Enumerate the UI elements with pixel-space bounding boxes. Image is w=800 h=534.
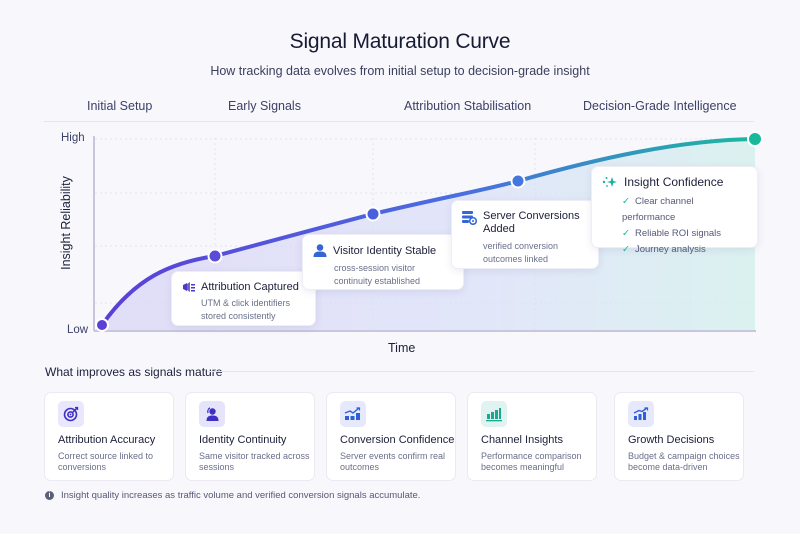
checklist-item: ✓ Journey analysis [622,244,706,255]
info-icon: i [45,491,54,500]
footnote-text: Insight quality increases as traffic vol… [61,490,421,501]
phase-initial-setup: Initial Setup [87,99,153,113]
megaphone-icon [183,282,195,292]
page-subtitle: How tracking data evolves from initial s… [210,64,590,78]
improvement-tiles: Attribution Accuracy Correct source link… [44,392,604,482]
tile-conversion-confidence: Conversion Confidence Server events conf… [326,392,456,481]
user-icon [313,244,327,257]
target-icon [63,406,79,422]
tile-title: Channel Insights [481,434,563,446]
curve-line [100,137,757,327]
tile-desc: Budget & campaign choices become data-dr… [628,451,740,472]
check-icon: ✓ [622,228,630,239]
tile-title: Attribution Accuracy [58,434,156,446]
check-icon: ✓ [622,196,630,207]
insight-checklist: ✓ Clear channel performance ✓ Reliable ROI… [602,194,747,258]
tile-identity-continuity: Identity Continuity Same visitor tracked… [185,392,315,481]
growth-chart-icon [633,407,649,420]
tile-channel-insights: Channel Insights Performance comparison … [467,392,597,481]
tile-desc: Same visitor tracked across sessions [199,451,310,472]
section-divider [207,371,754,372]
x-axis-title: Time [388,341,416,355]
milestone-card-insight-confidence: Insight Confidence ✓ Clear channel perfor… [591,166,758,255]
tile-desc: Server events confirm real outcomes [340,451,446,472]
phase-early-signals: Early Signals [228,99,301,113]
bar-chart-icon [486,408,502,422]
phase-divider [44,121,754,122]
tile-desc: Performance comparison becomes meaningfu… [481,451,582,472]
check-icon: ✓ [622,244,630,255]
phase-labels: Initial Setup Early Signals Attribution … [44,99,754,117]
milestone-desc: verified conversion outcomes linked [483,241,559,264]
server-gear-icon [462,211,477,225]
tile-attribution-accuracy: Attribution Accuracy Correct source link… [44,392,174,481]
milestone-title: Insight Confidence [624,175,724,189]
milestone-desc: UTM & click identifiers stored consisten… [201,298,291,321]
tile-title: Identity Continuity [199,434,287,446]
y-tick-low: Low [67,324,89,336]
milestone-card-visitor-identity-stable: Visitor Identity Stable cross-session vi… [302,234,464,290]
milestone-desc: cross-session visitor continuity establi… [334,263,421,286]
milestone-title: Attribution Captured [201,281,299,293]
sparkle-icon [602,177,617,187]
checklist-item: ✓ Clear channel performance [622,196,694,223]
tile-title: Conversion Confidence [340,434,455,446]
section-title: What improves as signals mature [45,365,223,379]
data-points [95,131,763,332]
page-title: Signal Maturation Curve [289,30,511,53]
y-axis-title: Insight Reliability [59,176,73,270]
footnote: i Insight quality increases as traffic v… [45,490,420,501]
trend-chart-icon [344,407,361,420]
checklist-item: ✓ Reliable ROI signals [622,228,722,239]
phase-attribution-stabilisation: Attribution Stabilisation [404,99,532,113]
phase-decision-grade-intelligence: Decision-Grade Intelligence [583,99,737,113]
tile-desc: Correct source linked to conversions [58,451,154,472]
tile-title: Growth Decisions [628,434,715,446]
user-sync-icon [206,407,219,421]
milestone-card-server-conversions-added: Server Conversions Added verified conver… [451,200,599,269]
milestone-card-attribution-captured: Attribution Captured UTM & click identif… [171,271,316,326]
maturation-chart: High Low Insight Reliability Time Attrib… [40,128,770,358]
tile-growth-decisions: Growth Decisions Budget & campaign choic… [614,392,744,481]
y-tick-high: High [61,132,85,144]
milestone-title: Visitor Identity Stable [333,244,437,257]
milestone-title: Server Conversions Added [483,210,580,235]
